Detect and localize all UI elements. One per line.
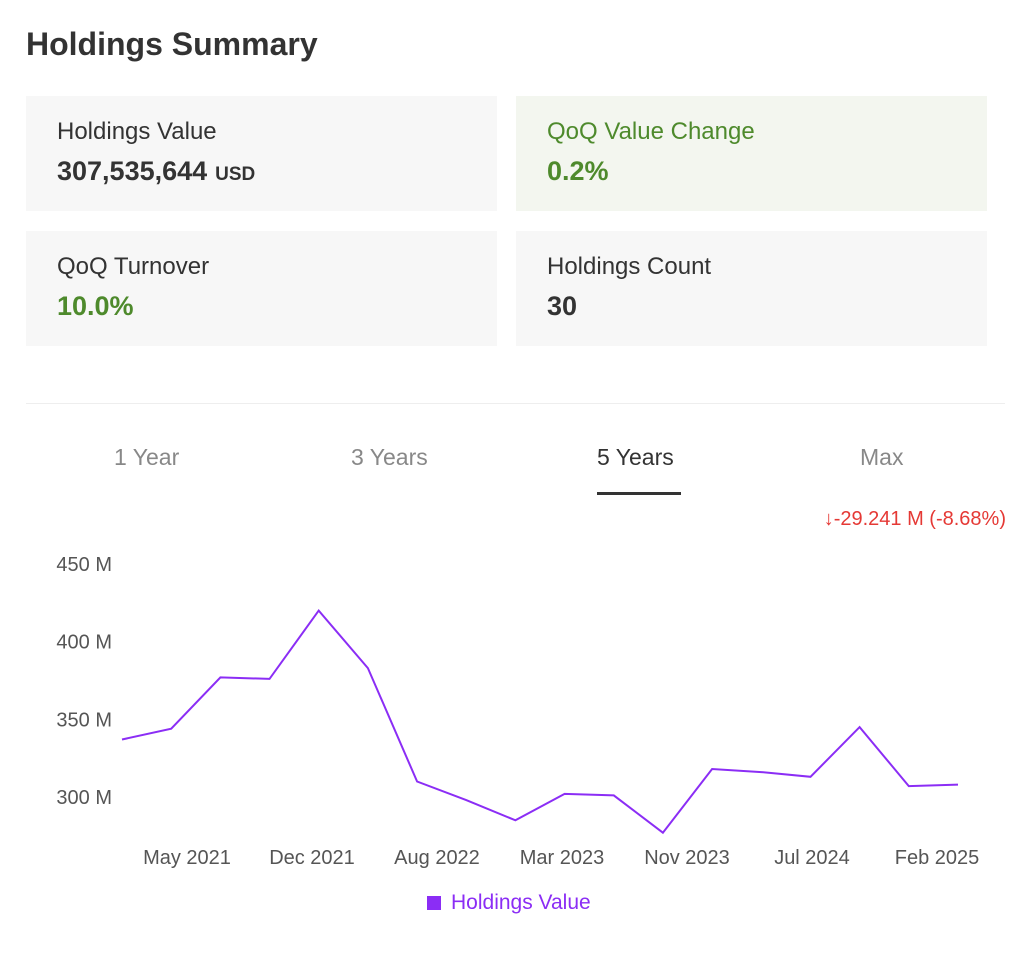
qoq-value-change-card: QoQ Value Change 0.2%	[516, 96, 987, 211]
x-tick-label: Nov 2023	[644, 847, 730, 869]
period-change-label: ↓-29.241 M (-8.68%)	[823, 508, 1006, 530]
qoq-turnover-card: QoQ Turnover 10.0%	[26, 231, 497, 346]
tab-1-year[interactable]: 1 Year	[114, 444, 180, 470]
active-tab-indicator	[597, 492, 681, 495]
page-title: Holdings Summary	[26, 26, 318, 62]
x-tick-label: Mar 2023	[520, 847, 605, 869]
x-tick-label: Dec 2021	[269, 847, 355, 869]
legend-swatch-icon	[427, 896, 441, 910]
holdings-value-card: Holdings Value 307,535,644 USD	[26, 96, 497, 211]
holdings-value-unit: USD	[215, 164, 256, 185]
holdings-value-label: Holdings Value	[57, 118, 217, 145]
qoq-value-change-label: QoQ Value Change	[547, 118, 755, 145]
section-divider	[26, 403, 1005, 404]
holdings-count-card: Holdings Count 30	[516, 231, 987, 346]
holdings-count-label: Holdings Count	[547, 253, 712, 280]
chart-legend[interactable]: Holdings Value	[427, 891, 591, 915]
x-tick-label: Feb 2025	[895, 847, 980, 869]
tab-3-years[interactable]: 3 Years	[351, 444, 428, 470]
holdings-count-amount: 30	[547, 291, 578, 321]
y-tick-label: 400 M	[56, 632, 112, 654]
holdings-value-chart: 450 M 400 M 350 M 300 M May 2021 Dec 2021 Aug…	[56, 554, 980, 869]
qoq-value-change-amount: 0.2%	[547, 156, 609, 186]
tab-max[interactable]: Max	[860, 444, 904, 470]
y-tick-label: 350 M	[56, 709, 112, 731]
legend-label: Holdings Value	[451, 891, 591, 914]
holdings-value-amount: 307,535,644 USD	[57, 156, 255, 187]
tab-5-years[interactable]: 5 Years	[597, 444, 674, 470]
y-tick-label: 300 M	[56, 787, 112, 809]
qoq-turnover-amount: 10.0%	[57, 291, 134, 321]
holdings-value-number: 307,535,644	[57, 156, 208, 186]
x-tick-label: May 2021	[143, 847, 231, 869]
holdings-value-line	[121, 608, 959, 835]
x-tick-label: Jul 2024	[774, 847, 850, 869]
qoq-turnover-label: QoQ Turnover	[57, 253, 210, 280]
x-tick-label: Aug 2022	[394, 847, 480, 869]
y-tick-label: 450 M	[56, 554, 112, 576]
